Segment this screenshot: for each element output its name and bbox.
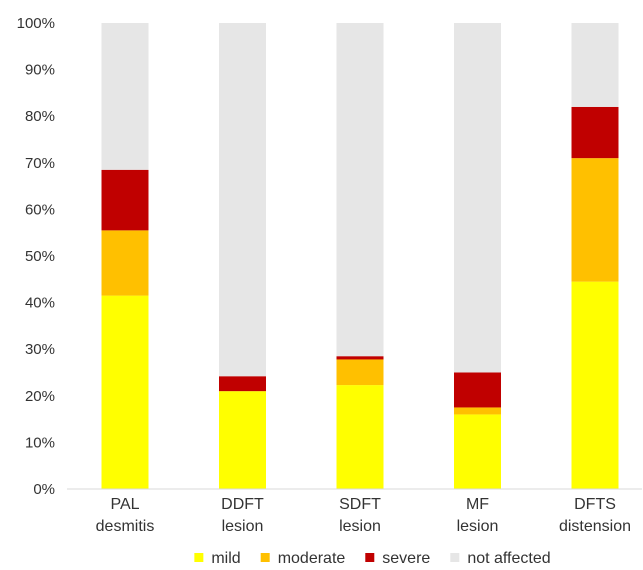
legend-swatch (450, 553, 460, 562)
x-tick-label: lesion (339, 518, 381, 535)
bar-segment-moderate (571, 158, 619, 282)
x-tick-label: DDFT (221, 496, 264, 513)
x-tick-label: lesion (457, 518, 499, 535)
x-tick-label: MF (466, 496, 489, 513)
y-tick-label: 30% (25, 341, 55, 358)
x-tick-label: PAL (110, 496, 139, 513)
bar-segment-moderate (454, 407, 501, 415)
bar-segment-severe (336, 356, 384, 360)
bar-segment-mild (101, 295, 149, 489)
bar-segment-not-affected (101, 23, 149, 170)
x-axis-labels: PAL desmitis DDFT lesion SDFT lesion MF lesion D… (96, 496, 631, 535)
legend-swatch (365, 553, 375, 562)
bar-segment-mild (454, 414, 501, 489)
y-tick-label: 100% (17, 15, 55, 32)
bar-segment-severe (454, 372, 501, 408)
bar-segment-not-affected (219, 23, 266, 377)
x-tick-label: DFTS (574, 496, 616, 513)
legend-item-severe: severe (365, 550, 430, 567)
bar-segment-severe (101, 169, 149, 231)
x-tick-label: lesion (222, 518, 264, 535)
bar-segment-not-affected (571, 23, 619, 107)
legend-swatch (194, 553, 204, 562)
bar-segment-moderate (101, 230, 149, 296)
legend-label: mild (211, 550, 240, 567)
legend-label: not affected (467, 550, 550, 567)
bar-segment-mild (219, 391, 266, 489)
legend-label: severe (382, 550, 430, 567)
bar-segment-not-affected (336, 23, 384, 357)
bar-segment-moderate (336, 359, 384, 386)
y-tick-label: 90% (25, 62, 55, 79)
legend-label: moderate (278, 550, 346, 567)
bar-segment-mild (571, 281, 619, 489)
y-tick-label: 40% (25, 295, 55, 312)
bars-layer (101, 23, 619, 489)
legend-item-moderate: moderate (260, 550, 346, 567)
y-tick-label: 60% (25, 201, 55, 218)
legend: mild moderate severe not affected (194, 550, 551, 567)
legend-item-not-affected: not affected (450, 550, 551, 567)
bar-segment-severe (571, 106, 619, 159)
y-tick-label: 70% (25, 155, 55, 172)
x-tick-label: distension (559, 518, 631, 535)
bar-segment-severe (219, 376, 266, 392)
y-tick-label: 20% (25, 388, 55, 405)
legend-swatch (260, 553, 270, 562)
y-tick-label: 10% (25, 434, 55, 451)
x-tick-label: SDFT (339, 496, 381, 513)
y-tick-label: 0% (33, 481, 55, 498)
y-tick-label: 50% (25, 248, 55, 265)
bar-segment-mild (336, 385, 384, 489)
y-tick-label: 80% (25, 108, 55, 125)
legend-item-mild: mild (194, 550, 241, 567)
x-tick-label: desmitis (96, 518, 155, 535)
y-axis-ticks: 0% 10% 20% 30% 40% 50% 60% 70% 80% 90% 100% (17, 15, 55, 498)
bar-segment-not-affected (454, 23, 501, 373)
